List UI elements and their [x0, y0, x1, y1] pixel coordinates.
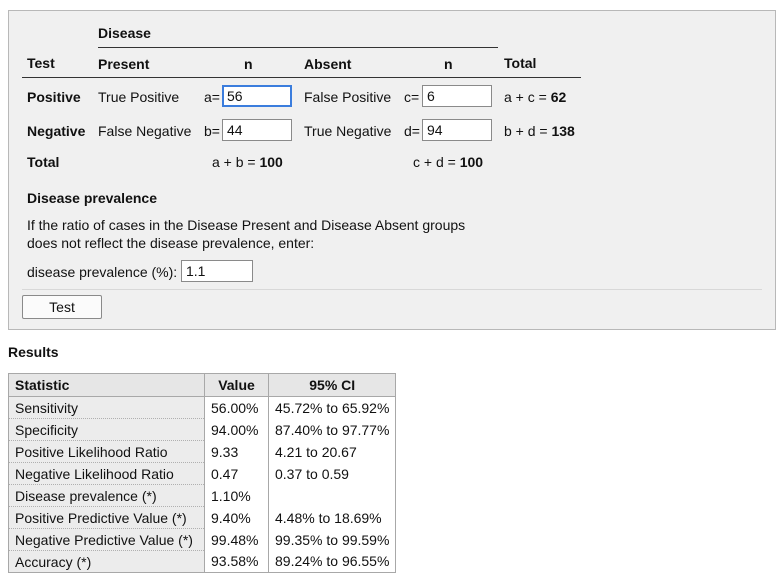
stat-value: 93.58%: [204, 550, 269, 573]
prevalence-text-line2: does not reflect the disease prevalence,…: [27, 235, 315, 251]
d-input[interactable]: [422, 119, 492, 141]
stat-name: Accuracy (*): [8, 550, 205, 573]
col-header-absent: Absent: [304, 56, 352, 72]
c-label: c=: [404, 89, 420, 105]
positive-total-value: 62: [550, 89, 567, 105]
negative-total-value: 138: [551, 123, 575, 139]
disease-header-underline: [98, 47, 498, 48]
a-label: a=: [204, 89, 220, 105]
stat-value: 9.33: [204, 440, 269, 463]
stat-ci: 4.48% to 18.69%: [268, 506, 397, 529]
absent-total: c + d = 100: [413, 154, 483, 170]
row-label-positive: Positive: [27, 89, 81, 105]
absent-total-value: 100: [459, 154, 484, 170]
header-statistic: Statistic: [8, 373, 205, 397]
stat-value: 94.00%: [204, 418, 269, 441]
table-row: Accuracy (*) 93.58% 89.24% to 96.55%: [8, 550, 397, 573]
form-separator: [22, 289, 762, 290]
b-label: b=: [204, 123, 220, 139]
present-total: a + b = 100: [212, 154, 283, 170]
stat-name: Positive Likelihood Ratio: [8, 440, 205, 463]
stat-name: Specificity: [8, 418, 205, 441]
stat-name: Negative Predictive Value (*): [8, 528, 205, 551]
col-header-present: Present: [98, 56, 150, 72]
b-input[interactable]: [222, 119, 292, 141]
table-row: Positive Predictive Value (*) 9.40% 4.48…: [8, 506, 397, 529]
table-row: Negative Predictive Value (*) 99.48% 99.…: [8, 528, 397, 551]
stat-ci: 4.21 to 20.67: [268, 440, 397, 463]
stat-ci: 99.35% to 99.59%: [268, 528, 397, 551]
stat-ci: [268, 484, 397, 507]
negative-total-expr: b + d =: [504, 123, 552, 139]
stat-ci: 0.37 to 0.59: [268, 462, 397, 485]
d-label: d=: [404, 123, 420, 139]
prevalence-heading: Disease prevalence: [27, 190, 157, 206]
false-negative-label: False Negative: [98, 123, 192, 139]
stat-value: 99.48%: [204, 528, 269, 551]
table-row: Specificity 94.00% 87.40% to 97.77%: [8, 418, 397, 441]
negative-total: b + d = 138: [504, 123, 575, 139]
header-value: Value: [204, 373, 269, 397]
stat-value: 9.40%: [204, 506, 269, 529]
stat-name: Sensitivity: [8, 396, 205, 419]
table-row: Positive Likelihood Ratio 9.33 4.21 to 2…: [8, 440, 397, 463]
col-header-n-absent: n: [444, 56, 453, 72]
header-ci: 95% CI: [267, 373, 397, 397]
input-form-panel: Disease Test Present n Absent n Total Po…: [8, 10, 776, 330]
test-button[interactable]: Test: [22, 295, 102, 319]
results-title: Results: [8, 344, 59, 360]
table-row: Disease prevalence (*) 1.10%: [8, 484, 397, 507]
true-negative-label: True Negative: [304, 123, 392, 139]
results-table: Statistic Value 95% CI Sensitivity 56.00…: [8, 373, 397, 573]
prevalence-text-line1: If the ratio of cases in the Disease Pre…: [27, 217, 466, 233]
row-label-negative: Negative: [27, 123, 86, 139]
stat-name: Disease prevalence (*): [8, 484, 205, 507]
table-row: Sensitivity 56.00% 45.72% to 65.92%: [8, 396, 397, 419]
header-rule: [22, 77, 581, 78]
stat-ci: 87.40% to 97.77%: [268, 418, 397, 441]
prevalence-label: disease prevalence (%):: [27, 264, 178, 280]
positive-total: a + c = 62: [504, 89, 566, 105]
present-total-expr: a + b =: [212, 154, 260, 170]
prevalence-input[interactable]: [181, 260, 253, 282]
absent-total-expr: c + d =: [413, 154, 460, 170]
stat-ci: 89.24% to 96.55%: [268, 550, 397, 573]
stat-value: 0.47: [204, 462, 269, 485]
col-header-total: Total: [504, 55, 537, 71]
col-header-n-present: n: [244, 56, 253, 72]
present-total-value: 100: [259, 154, 283, 170]
true-positive-label: True Positive: [98, 89, 180, 105]
stat-value: 56.00%: [204, 396, 269, 419]
stat-ci: 45.72% to 65.92%: [268, 396, 397, 419]
c-input[interactable]: [422, 85, 492, 107]
false-positive-label: False Positive: [304, 89, 392, 105]
stat-value: 1.10%: [204, 484, 269, 507]
col-header-test: Test: [27, 55, 55, 71]
stat-name: Positive Predictive Value (*): [8, 506, 205, 529]
stat-name: Negative Likelihood Ratio: [8, 462, 205, 485]
row-label-total: Total: [27, 154, 60, 170]
results-header-row: Statistic Value 95% CI: [8, 373, 397, 397]
disease-header: Disease: [98, 25, 151, 41]
positive-total-expr: a + c =: [504, 89, 551, 105]
table-row: Negative Likelihood Ratio 0.47 0.37 to 0…: [8, 462, 397, 485]
a-input[interactable]: [222, 85, 292, 107]
